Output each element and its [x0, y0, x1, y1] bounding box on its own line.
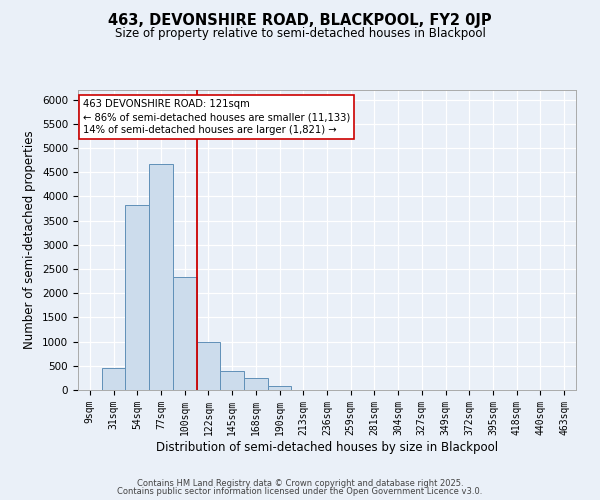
- Bar: [244, 378, 268, 390]
- Text: Contains public sector information licensed under the Open Government Licence v3: Contains public sector information licen…: [118, 487, 482, 496]
- Bar: [268, 386, 292, 390]
- Bar: [173, 277, 197, 390]
- Text: Contains HM Land Registry data © Crown copyright and database right 2025.: Contains HM Land Registry data © Crown c…: [137, 478, 463, 488]
- Bar: [125, 205, 149, 390]
- Bar: [149, 164, 173, 390]
- Bar: [220, 370, 244, 390]
- Text: 463 DEVONSHIRE ROAD: 121sqm
← 86% of semi-detached houses are smaller (11,133)
1: 463 DEVONSHIRE ROAD: 121sqm ← 86% of sem…: [83, 99, 350, 136]
- Text: 463, DEVONSHIRE ROAD, BLACKPOOL, FY2 0JP: 463, DEVONSHIRE ROAD, BLACKPOOL, FY2 0JP: [108, 12, 492, 28]
- Bar: [102, 368, 125, 390]
- Y-axis label: Number of semi-detached properties: Number of semi-detached properties: [23, 130, 37, 350]
- Text: Size of property relative to semi-detached houses in Blackpool: Size of property relative to semi-detach…: [115, 28, 485, 40]
- X-axis label: Distribution of semi-detached houses by size in Blackpool: Distribution of semi-detached houses by …: [156, 440, 498, 454]
- Bar: [197, 342, 220, 390]
